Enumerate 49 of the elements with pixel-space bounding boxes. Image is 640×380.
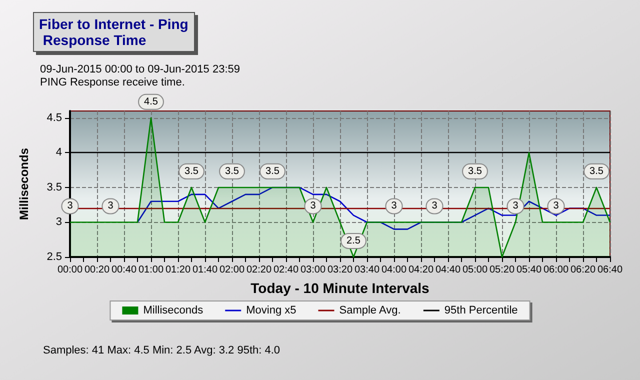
data-label: 3 bbox=[512, 200, 519, 212]
legend-label: Moving x5 bbox=[246, 304, 296, 316]
data-label: 4.5 bbox=[144, 96, 158, 108]
x-tick-label: 00:20 bbox=[84, 264, 110, 276]
data-label: 3.5 bbox=[468, 166, 482, 177]
x-tick-label: 05:20 bbox=[489, 264, 515, 276]
x-tick-label: 05:40 bbox=[516, 264, 542, 276]
y-tick-label: 3 bbox=[56, 216, 62, 228]
data-label: 3 bbox=[108, 200, 114, 212]
y-tick-label: 2.5 bbox=[46, 251, 62, 263]
x-tick-label: 02:20 bbox=[246, 264, 272, 276]
data-label: 3 bbox=[310, 200, 316, 212]
text: Samples: 41 Max: 4.5 Min: 2.5 Avg: 3.2 95th: 4.0 bbox=[43, 344, 280, 356]
data-label: 3 bbox=[67, 200, 74, 212]
x-tick-label: 03:40 bbox=[354, 264, 380, 276]
y-tick-label: 3.5 bbox=[46, 181, 62, 194]
y-axis-title: Milliseconds bbox=[17, 148, 31, 220]
data-label: 3.5 bbox=[225, 166, 240, 177]
data-label: 3 bbox=[553, 200, 560, 212]
legend-label: Sample Avg. bbox=[339, 304, 401, 316]
x-tick-label: 01:20 bbox=[165, 264, 191, 276]
x-tick-label: 01:00 bbox=[138, 264, 164, 276]
data-label: 3.5 bbox=[266, 166, 280, 177]
x-tick-label: 02:00 bbox=[219, 264, 245, 276]
x-tick-label: 04:40 bbox=[435, 264, 461, 276]
x-tick-label: 00:00 bbox=[57, 264, 83, 276]
y-tick-label: 4 bbox=[56, 146, 62, 159]
x-tick-label: 06:20 bbox=[570, 264, 596, 276]
data-label: 3.5 bbox=[590, 166, 604, 177]
x-tick-label: 06:00 bbox=[543, 264, 569, 276]
data-label: 3.5 bbox=[184, 166, 199, 177]
x-tick-label: 00:40 bbox=[111, 264, 137, 276]
chart-title: Fiber to Internet - Ping Response Time bbox=[39, 16, 188, 48]
chart-subtitle: 09-Jun-2015 00:00 to 09-Jun-2015 23:59 PING Response receive time. bbox=[40, 64, 240, 88]
legend-label: 95th Percentile bbox=[444, 304, 518, 316]
x-axis-title: Today - 10 Minute Intervals bbox=[250, 280, 430, 296]
data-label: 2.5 bbox=[346, 235, 361, 246]
x-tick-label: 01:40 bbox=[192, 264, 218, 276]
x-tick-label: 02:40 bbox=[273, 264, 299, 276]
data-label: 3 bbox=[432, 200, 438, 212]
legend-label: Milliseconds bbox=[143, 304, 204, 316]
x-tick-label: 04:00 bbox=[381, 264, 407, 276]
data-label: 3 bbox=[391, 200, 398, 212]
x-tick-label: 04:20 bbox=[408, 264, 434, 276]
x-tick-label: 03:00 bbox=[300, 264, 326, 276]
y-tick-label: 4.5 bbox=[46, 112, 62, 124]
x-tick-label: 03:20 bbox=[327, 264, 353, 276]
x-tick-label: 06:40 bbox=[597, 264, 623, 276]
x-tick-label: 05:00 bbox=[462, 264, 488, 276]
